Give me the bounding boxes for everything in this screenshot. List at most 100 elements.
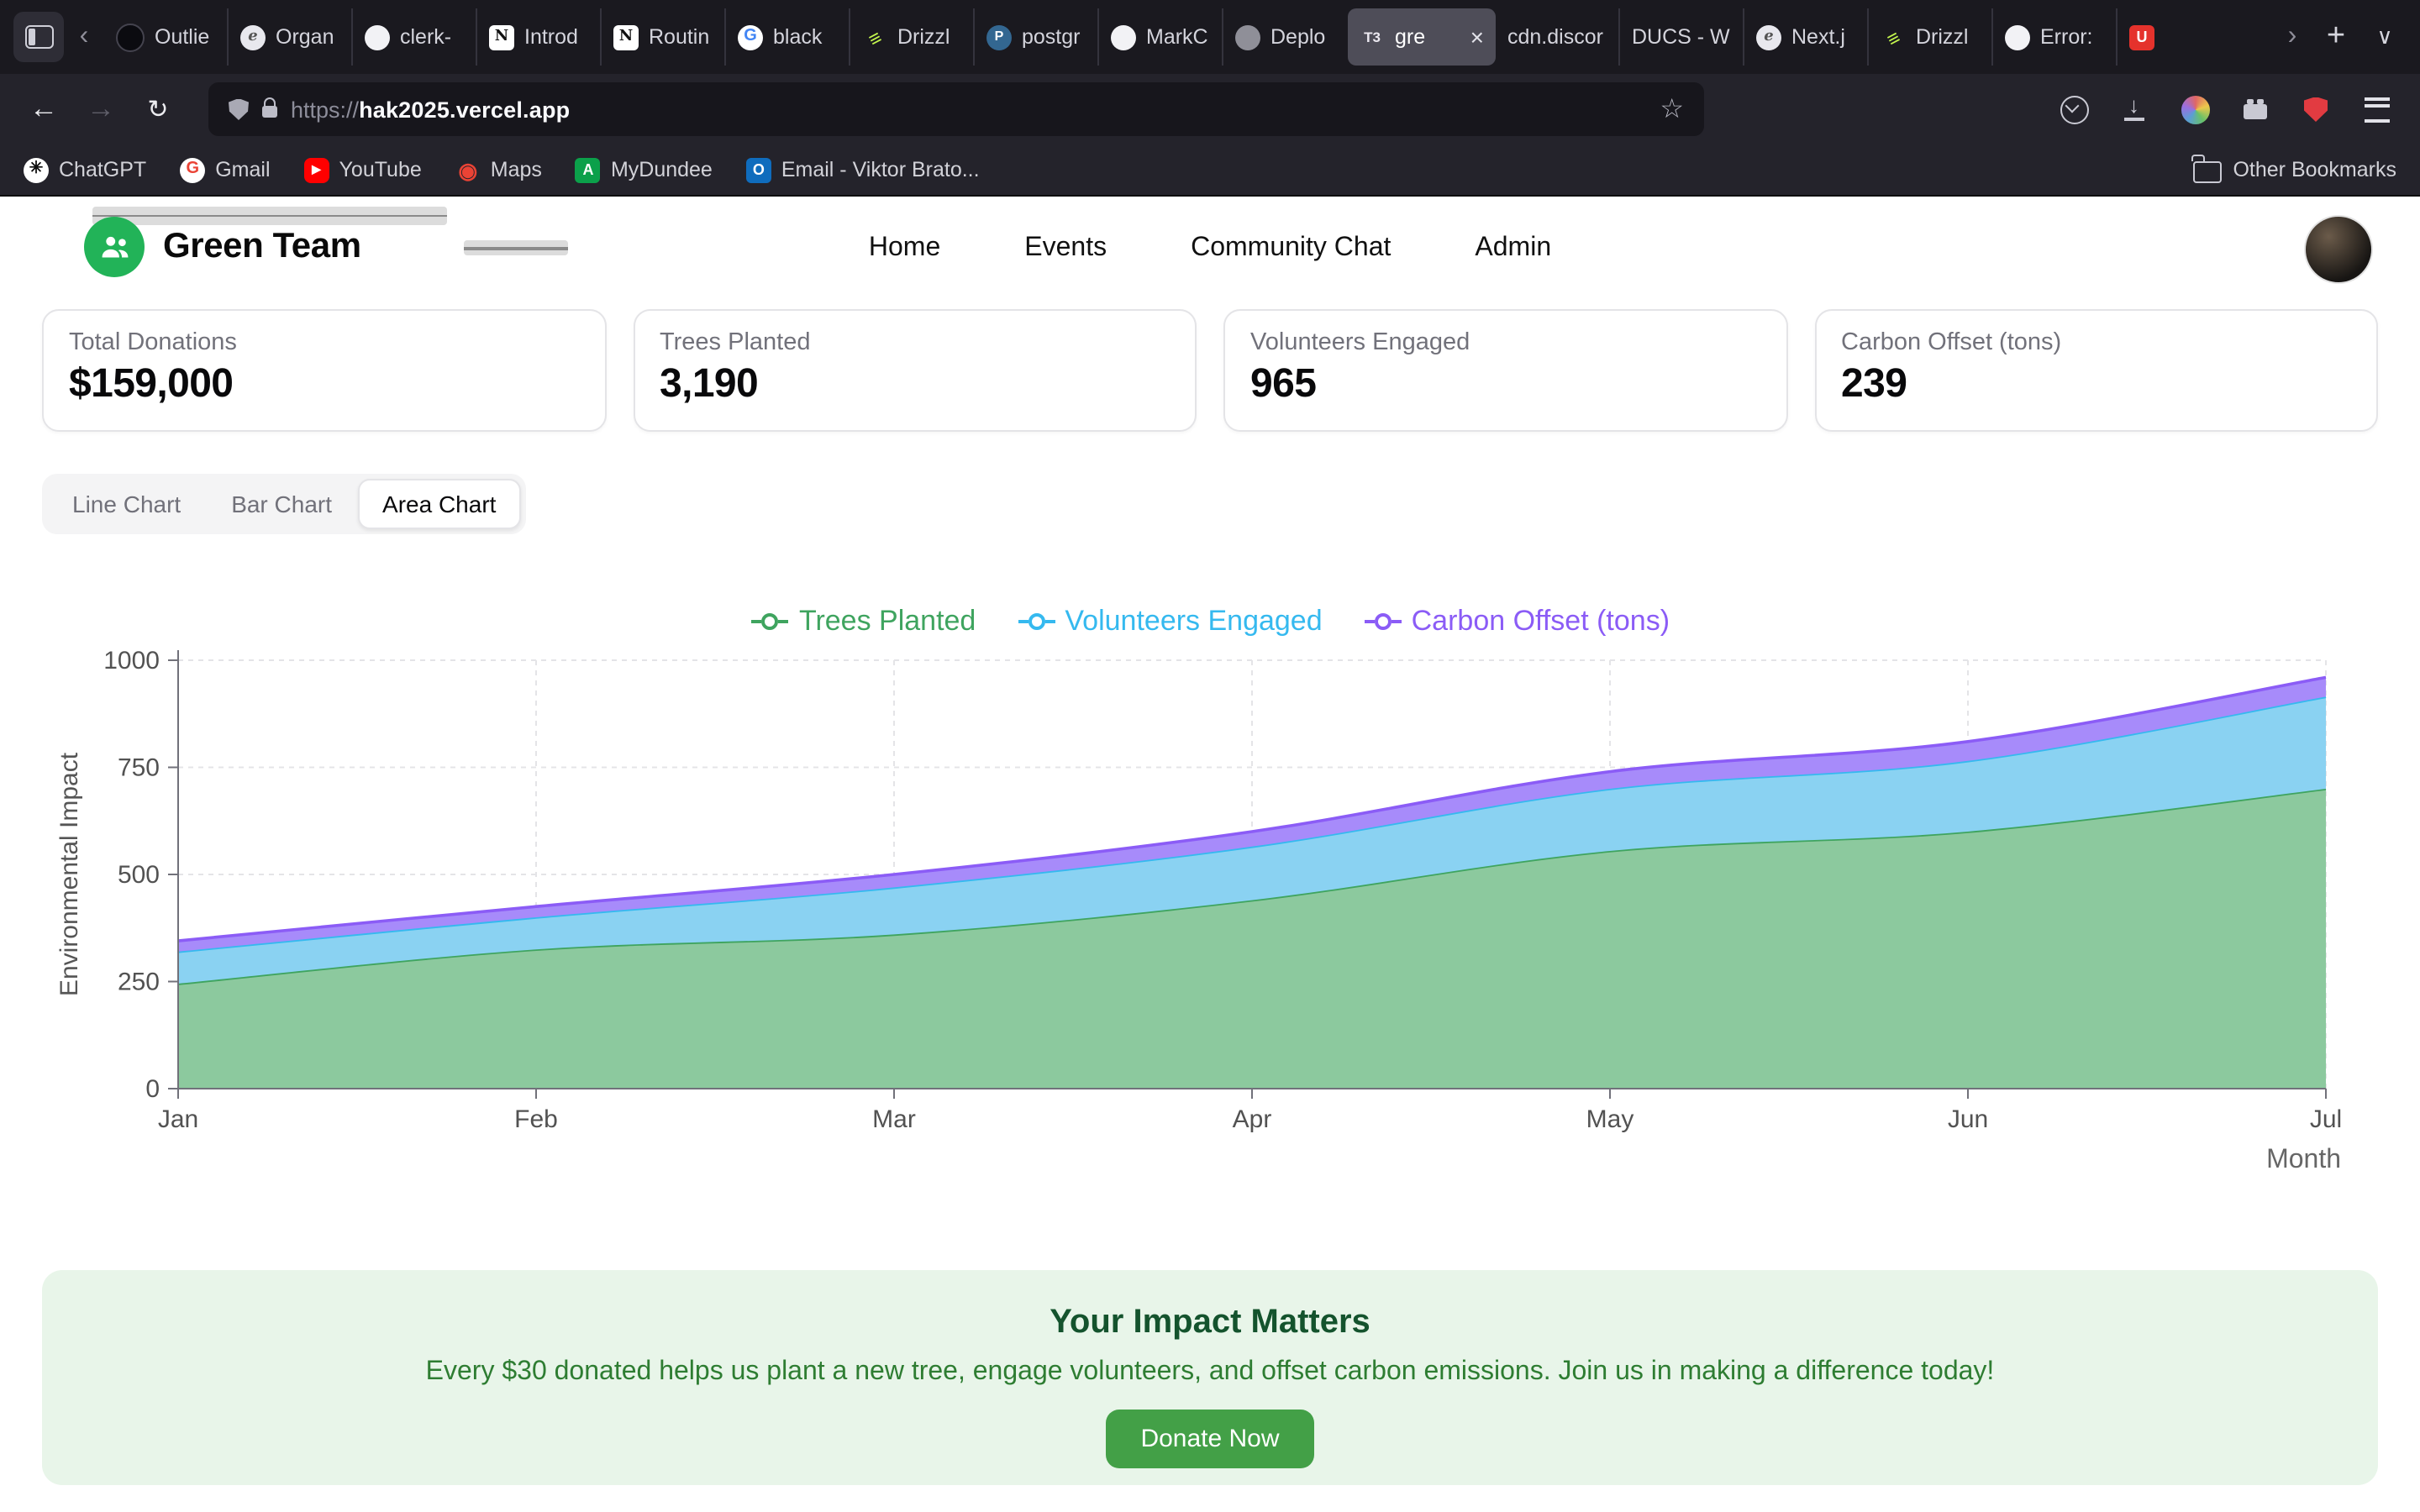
browser-tab[interactable]: P postgr: [975, 8, 1099, 66]
bookmark-item[interactable]: A MyDundee: [575, 157, 713, 182]
reload-icon: ↻: [147, 96, 169, 124]
donate-now-button[interactable]: Donate Now: [1105, 1410, 1315, 1468]
forward-button[interactable]: →: [74, 82, 128, 136]
browser-tab[interactable]: T3 gre ×: [1348, 8, 1496, 66]
chart-type-tab-bar-chart[interactable]: Bar Chart: [231, 491, 333, 517]
site-nav: Home Events Community Chat Admin: [0, 197, 2420, 301]
stat-label: Total Donations: [69, 329, 237, 356]
impact-title: Your Impact Matters: [1050, 1304, 1370, 1341]
firefox-view-button[interactable]: [13, 12, 64, 62]
impact-banner: Your Impact Matters Every $30 donated he…: [42, 1270, 2378, 1485]
e-docs-icon: e: [240, 24, 266, 50]
scroll-tabs-left-icon[interactable]: ‹: [79, 22, 89, 50]
nav-item-events[interactable]: Events: [1024, 234, 1107, 262]
navigation-toolbar: ← → ↻ https:// hak2025.vercel.app ☆: [0, 74, 2420, 144]
browser-tab[interactable]: N Introd: [477, 8, 602, 66]
generic-page-icon: [1235, 24, 1260, 50]
reload-button[interactable]: ↻: [131, 82, 185, 136]
nav-item-admin[interactable]: Admin: [1475, 234, 1552, 262]
browser-tab[interactable]: DUCS - W: [1620, 8, 1744, 66]
stat-card: Trees Planted 3,190: [633, 309, 1197, 432]
browser-tab[interactable]: clerk-: [353, 8, 477, 66]
stat-value: 3,190: [660, 361, 759, 407]
url-scheme: https://: [291, 97, 360, 122]
stat-label: Volunteers Engaged: [1250, 329, 1470, 356]
browser-tab[interactable]: Error:: [1993, 8, 2118, 66]
svg-text:Environmental Impact: Environmental Impact: [55, 752, 83, 996]
e-docs-icon: e: [1756, 24, 1781, 50]
browser-tab[interactable]: N Routin: [602, 8, 726, 66]
site-header: Home Events Community Chat Admin Green Team: [0, 197, 2420, 301]
nav-item-home[interactable]: Home: [868, 234, 941, 262]
other-bookmarks-label: Other Bookmarks: [2233, 158, 2396, 181]
mydundee-icon: A: [575, 157, 601, 182]
other-bookmarks-button[interactable]: Other Bookmarks: [2191, 155, 2396, 183]
browser-tab[interactable]: MarkC: [1099, 8, 1223, 66]
url-host: hak2025.vercel.app: [359, 97, 571, 122]
firefox-view-icon: [24, 25, 53, 49]
drizzle-icon: ≡: [864, 24, 886, 50]
svg-text:Mar: Mar: [872, 1105, 916, 1133]
chatgpt-icon: ✳: [24, 157, 49, 182]
browser-tab[interactable]: U: [2118, 8, 2242, 66]
browser-tab[interactable]: cdn.discor: [1507, 25, 1603, 49]
browser-tab[interactable]: Deplo: [1223, 8, 1348, 66]
notion-icon: N: [489, 24, 514, 50]
bookmark-item[interactable]: ✳ ChatGPT: [24, 157, 146, 182]
bookmarks-bar: ✳ ChatGPT G Gmail ▶ YouTube ◉ Maps A MyD…: [0, 144, 2420, 197]
browser-tab[interactable]: e Next.j: [1744, 8, 1869, 66]
ublock-shield-icon: [2304, 97, 2328, 122]
bookmark-item[interactable]: ◉ Maps: [455, 157, 542, 182]
drizzle-icon: ≡: [1882, 24, 1904, 50]
back-button[interactable]: ←: [17, 82, 71, 136]
bookmark-item[interactable]: ▶ YouTube: [303, 157, 422, 182]
nav-item-community-chat[interactable]: Community Chat: [1191, 234, 1392, 262]
chart-type-tab-area-chart[interactable]: Area Chart: [357, 479, 522, 529]
page-content: Home Events Community Chat Admin Green Team…: [0, 197, 2420, 1512]
browser-tab[interactable]: Outlie: [104, 8, 229, 66]
tab-strip: Outlie e Organ clerk- N Introd N Routin …: [104, 0, 2272, 74]
account-avatar-icon: [2181, 95, 2209, 123]
udemy-icon: U: [2129, 24, 2154, 50]
stat-card: Total Donations $159,000: [42, 309, 606, 432]
browser-tab[interactable]: ≡ Drizzl: [850, 8, 975, 66]
area-chart: 0 250 500 750 1000 Jan Feb Mar Apr May Jun Jul Month…: [55, 647, 2342, 1173]
menu-button[interactable]: [2349, 82, 2403, 136]
browser-tab[interactable]: ≡ Drizzl: [1869, 8, 1993, 66]
user-avatar[interactable]: [2304, 215, 2373, 284]
tracking-protection-shield-icon[interactable]: [229, 98, 249, 120]
bookmark-star-icon[interactable]: ☆: [1660, 96, 1684, 124]
impact-body: Every $30 donated helps us plant a new t…: [425, 1357, 1995, 1386]
ublock-extension-button[interactable]: [2289, 82, 2343, 136]
chart-type-toggle: Line Chart Bar Chart Area Chart: [42, 474, 527, 534]
browser-tab[interactable]: G black: [726, 8, 850, 66]
stat-card: Volunteers Engaged 965: [1223, 309, 1787, 432]
downloads-button[interactable]: [2107, 82, 2161, 136]
forward-icon: →: [87, 92, 115, 124]
back-icon: ←: [29, 92, 58, 124]
new-tab-button[interactable]: +: [2326, 18, 2346, 54]
stat-value: $159,000: [69, 361, 234, 407]
chart-type-tab-line-chart[interactable]: Line Chart: [72, 491, 182, 517]
svg-text:750: 750: [118, 754, 160, 782]
scroll-tabs-right-icon[interactable]: ›: [2287, 22, 2297, 50]
brand[interactable]: Green Team: [84, 217, 361, 277]
bookmark-item[interactable]: G Gmail: [180, 157, 271, 182]
account-button[interactable]: [2168, 82, 2222, 136]
tab-close-icon[interactable]: ×: [1470, 24, 1484, 50]
list-all-tabs-icon[interactable]: ∨: [2376, 24, 2393, 49]
stat-label: Trees Planted: [660, 329, 811, 356]
download-icon: [2121, 92, 2148, 123]
legend-item: Trees Planted: [750, 605, 976, 638]
url-bar[interactable]: https:// hak2025.vercel.app ☆: [208, 82, 1704, 136]
legend-label: Trees Planted: [798, 605, 976, 637]
bookmark-item[interactable]: O Email - Viktor Brato...: [745, 157, 980, 182]
github-icon: [1111, 24, 1136, 50]
browser-tab[interactable]: e Organ: [229, 8, 353, 66]
extensions-button[interactable]: [2228, 82, 2282, 136]
pocket-save-button[interactable]: [2047, 82, 2101, 136]
postgres-icon: P: [986, 24, 1012, 50]
stat-label: Carbon Offset (tons): [1841, 329, 2062, 356]
lock-icon[interactable]: [262, 97, 277, 118]
